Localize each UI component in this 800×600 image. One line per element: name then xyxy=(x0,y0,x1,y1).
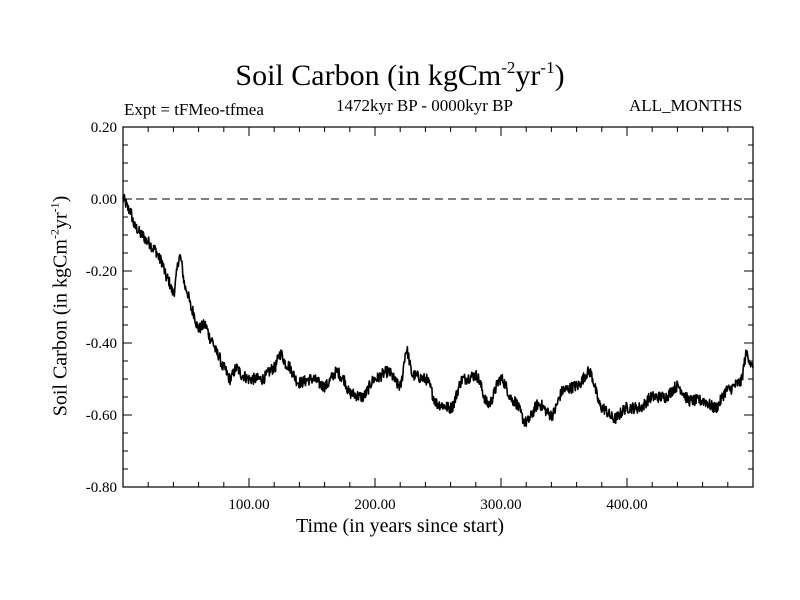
y-axis-label: Soil Carbon (in kgCm-2yr-1) xyxy=(47,195,72,417)
x-tick-label: 300.00 xyxy=(480,497,521,513)
chart-title: Soil Carbon (in kgCm-2yr-1) xyxy=(235,58,565,92)
y-tick-label: -0.80 xyxy=(86,480,117,496)
x-axis-label: Time (in years since start) xyxy=(295,515,505,537)
y-tick-label: 0.00 xyxy=(91,192,117,208)
y-tick-label: 0.20 xyxy=(91,120,117,136)
x-tick-label: 100.00 xyxy=(228,497,269,513)
y-tick-label: -0.40 xyxy=(86,336,117,352)
x-tick-label: 400.00 xyxy=(606,497,647,513)
experiment-label: Expt = tFMeo-tfmea xyxy=(124,100,264,119)
x-tick-label: 200.00 xyxy=(354,497,395,513)
months-label: ALL_MONTHS xyxy=(629,96,743,115)
series-line-soil-carbon xyxy=(122,193,754,428)
plot-frame xyxy=(122,126,754,488)
y-tick-label: -0.20 xyxy=(86,264,117,280)
period-label: 1472kyr BP - 0000kyr BP xyxy=(336,96,513,115)
y-tick-label: -0.60 xyxy=(86,408,117,424)
